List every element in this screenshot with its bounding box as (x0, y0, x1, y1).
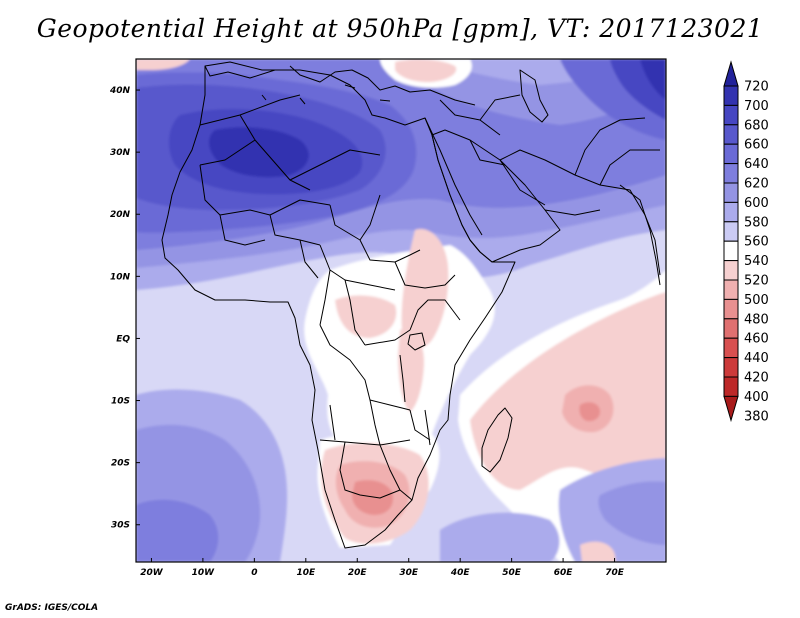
country-borders-south (319, 399, 413, 501)
colorbar-swatch (723, 182, 739, 203)
contour-480-indian (579, 402, 601, 422)
colorbar-level-label: 500 (744, 293, 769, 308)
colorbar-level-label: 580 (744, 215, 769, 230)
lat-tick-label: EQ (116, 334, 130, 344)
colorbar-level-label: 480 (744, 312, 769, 327)
colorbar-level-label: 400 (744, 390, 769, 405)
lon-tick-label: 30E (399, 568, 419, 578)
colorbar-level-label: 620 (744, 177, 769, 192)
colorbar-swatch (723, 104, 739, 126)
colorbar-level-label: 560 (744, 235, 769, 250)
lon-tick-label: 20E (348, 568, 368, 578)
europe-coast (204, 65, 476, 106)
lon-tick-label: 20W (140, 568, 164, 578)
colorbar-level-label: 680 (744, 118, 769, 133)
colorbar-swatch (723, 298, 739, 320)
contour-ne-700 (640, 59, 666, 100)
lat-tick-label: 10S (111, 397, 130, 407)
lat-tick-label: 30S (111, 521, 130, 531)
lake-victoria (407, 332, 426, 351)
contour-480-south (352, 480, 394, 515)
height-field (136, 59, 666, 562)
contour-600-se (598, 481, 666, 545)
colorbar-level-label: 720 (744, 80, 769, 95)
coastlines (161, 61, 661, 549)
colorbar-top-arrow (723, 60, 739, 87)
colorbar-swatch (723, 124, 739, 145)
plot-frame (135, 58, 667, 563)
lat-tick-label: 20S (111, 459, 130, 469)
colorbar-swatch (723, 279, 739, 300)
colorbar-level-label: 660 (744, 138, 769, 153)
colorbar-level-label: 380 (744, 409, 769, 424)
lon-tick-label: 0 (251, 568, 257, 578)
country-borders-ne (439, 94, 660, 216)
colorbar-swatch (723, 357, 739, 378)
colorbar-level-label: 600 (744, 196, 769, 211)
colorbar-swatch (723, 85, 739, 106)
colorbar-level-label: 640 (744, 157, 769, 172)
country-borders-central (299, 239, 461, 441)
colorbar-swatch (723, 337, 739, 359)
lon-tick-label: 10E (296, 568, 316, 578)
colorbar: 720 700 680 660 640 620 600 580 560 540 520 500 480 4… (723, 60, 769, 424)
colorbar-swatch (723, 376, 739, 397)
contour-580-south-center (440, 512, 560, 562)
colorbar-level-label: 420 (744, 371, 769, 386)
colorbar-level-label: 460 (744, 332, 769, 347)
colorbar-swatch (723, 240, 739, 262)
lake-tanganyika (399, 354, 406, 403)
lat-tick-label: 20N (110, 210, 131, 220)
colorbar-swatch (723, 318, 739, 339)
colorbar-swatch (723, 163, 739, 184)
madagascar-outline (481, 407, 513, 473)
colorbar-swatch (723, 143, 739, 165)
colorbar-level-label: 700 (744, 99, 769, 114)
colorbar-level-label: 520 (744, 274, 769, 289)
lon-tick-label: 70E (605, 568, 625, 578)
med-islands (261, 84, 391, 105)
lake-malawi (424, 409, 431, 446)
africa-coastline (161, 61, 516, 549)
latitude-axis: 40N 30N 20N 10N EQ 10S 20S 30S (109, 86, 140, 531)
india-coast (619, 184, 661, 286)
lat-tick-label: 40N (109, 86, 131, 96)
colorbar-level-label: 540 (744, 254, 769, 269)
nw-corner-520 (136, 59, 190, 70)
contour-520-sw (580, 541, 616, 562)
lat-tick-label: 10N (110, 272, 131, 282)
contour-620-atlantic (136, 499, 219, 562)
lat-tick-label: 30N (110, 148, 131, 158)
lon-tick-label: 50E (502, 568, 522, 578)
contour-520-central (335, 295, 397, 338)
lon-tick-label: 10W (192, 568, 216, 578)
arabia-outline (431, 129, 561, 263)
lon-tick-label: 40E (450, 568, 471, 578)
colorbar-swatch (723, 221, 739, 242)
lon-tick-label: 60E (554, 568, 574, 578)
colorbar-swatch (723, 260, 739, 281)
med-low-520 (395, 59, 457, 83)
caspian-outline (519, 69, 549, 123)
colorbar-bottom-arrow (723, 395, 739, 423)
grads-credit: GrADS: IGES/COLA (5, 603, 99, 613)
contour-520-east (401, 229, 449, 349)
colorbar-level-label: 440 (744, 351, 769, 366)
contour-520-indian (470, 292, 666, 490)
longitude-axis: 20W 10W 0 10E 20E 30E 40E 50E 60E 70E (140, 558, 625, 578)
colorbar-swatch (723, 201, 739, 223)
contour-700 (208, 127, 309, 178)
red-sea-coast (424, 117, 483, 236)
map-title: Geopotential Height at 950hPa [gpm], VT:… (36, 14, 764, 43)
